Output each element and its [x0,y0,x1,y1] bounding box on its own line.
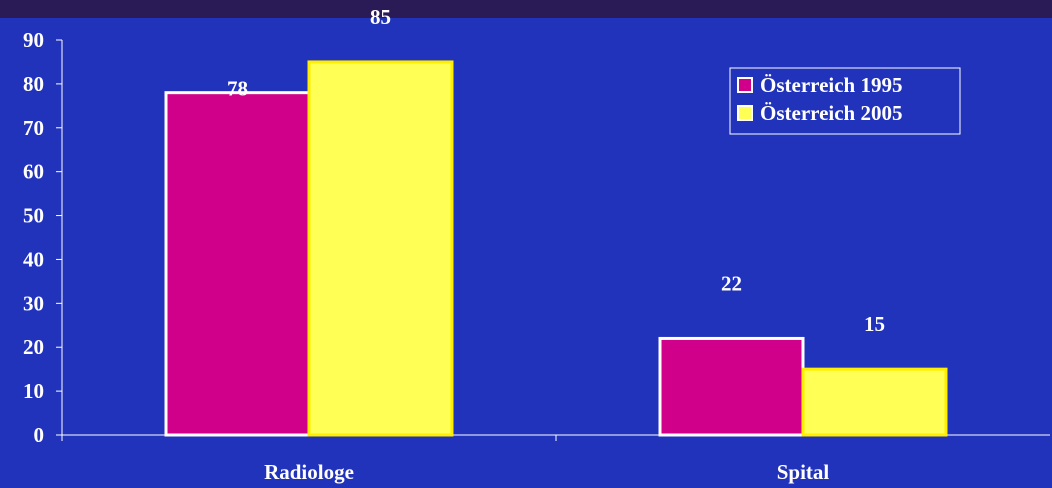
data-label: 15 [864,312,885,336]
y-tick-label: 40 [23,247,44,271]
y-tick-label: 60 [23,160,44,184]
y-tick-label: 90 [23,28,44,52]
y-tick-label: 80 [23,72,44,96]
legend-swatch [737,105,753,121]
y-tick-label: 70 [23,116,44,140]
bar-1995 [164,91,311,437]
x-category-label: Radiologe [264,460,354,484]
bar-2005 [801,367,948,437]
legend-box [729,67,961,135]
legend-swatch [737,77,753,93]
y-tick-label: 50 [23,204,44,228]
y-tick-label: 0 [34,423,45,447]
bar-1995 [658,336,805,437]
y-tick-label: 20 [23,335,44,359]
y-tick-label: 30 [23,291,44,315]
header-strip [0,0,1052,18]
x-category-label: Spital [777,460,830,484]
data-label: 78 [227,77,248,101]
data-label: 22 [721,271,742,295]
legend-label: Österreich 1995 [760,73,903,97]
bar-2005 [307,60,454,437]
legend-label: Österreich 2005 [760,101,903,125]
y-tick-label: 10 [23,379,44,403]
data-label: 85 [370,5,391,29]
